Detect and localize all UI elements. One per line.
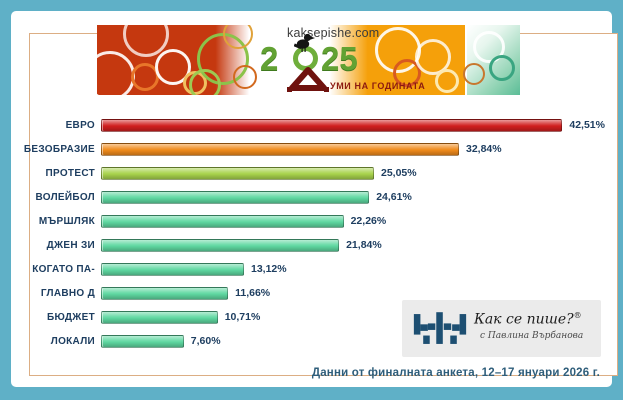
category-label: БЮДЖЕТ [47, 311, 95, 323]
value-label: 10,71% [224, 311, 261, 323]
brand-text: Как се пише? [474, 311, 574, 328]
chart-row: ЛОКАЛИ 7,60% [18, 329, 605, 353]
chart-row: ГЛАВНО Д 11,66% [18, 281, 605, 305]
value-label: 42,51% [569, 119, 605, 131]
category-label: БЕЗОБРАЗИЕ [23, 143, 95, 155]
decorative-circle [189, 69, 221, 95]
bar [101, 334, 184, 348]
banner-title: УМИ НА ГОДИНАТА [330, 81, 426, 91]
category-label: КОГАТО ПА- [32, 263, 95, 275]
chart-row: ЕВРО 42,51% [18, 113, 605, 137]
category-label: ГЛАВНО Д [40, 287, 95, 299]
chart-row: ДЖЕН ЗИ 21,84% [18, 233, 605, 257]
chart-row: БЕЗОБРАЗИЕ 32,84% [18, 137, 605, 161]
decorative-circle [473, 31, 505, 63]
decorative-circle [233, 65, 257, 89]
value-label: 24,61% [376, 191, 412, 203]
decorative-circle [435, 69, 459, 93]
decorative-circle [97, 51, 135, 95]
category-label: МЪРШЛЯК [38, 215, 95, 227]
value-label: 32,84% [466, 143, 502, 155]
decorative-circle [155, 49, 191, 85]
decorative-circle [123, 25, 169, 57]
bar [101, 262, 244, 276]
chart-row: ВОЛЕЙБОЛ 24,61% [18, 185, 605, 209]
bar [101, 214, 344, 228]
brand-byline: с Павлина Върбанова [480, 331, 584, 341]
category-label: ПРОТЕСТ [45, 167, 95, 179]
kaksepishe-logo-icon [412, 309, 468, 354]
category-label: ДЖЕН ЗИ [46, 239, 95, 251]
chart-row: БЮДЖЕТ 10,71% [18, 305, 605, 329]
chart-row: КОГАТО ПА- 13,12% [18, 257, 605, 281]
value-label: 25,05% [381, 167, 417, 179]
decorative-circle [223, 25, 253, 49]
triangle-letter-d-icon [286, 66, 330, 95]
decorative-circle [393, 59, 421, 87]
value-label: 22,26% [350, 215, 387, 227]
bar [101, 190, 370, 204]
decorative-circle [463, 63, 485, 85]
bar [101, 142, 459, 156]
value-label: 7,60% [190, 335, 221, 347]
category-label: ЕВРО [65, 119, 95, 131]
footer-caption: Данни от финалната анкета, 12–17 януари … [311, 367, 600, 379]
banner-teal-block [463, 25, 520, 95]
brand-name: Как се пише?® [474, 311, 599, 328]
bar [101, 310, 218, 324]
chart-row: ПРОТЕСТ 25,05% [18, 161, 605, 185]
decorative-circle [489, 55, 515, 81]
year-digits-25: 25 [321, 40, 358, 77]
registered-mark: ® [573, 311, 582, 320]
value-label: 11,66% [235, 287, 271, 299]
value-label: 21,84% [346, 239, 382, 251]
brand-logo-box: Как се пише?® с Павлина Върбанова [402, 300, 601, 357]
category-label: ЛОКАЛИ [50, 335, 95, 347]
bar-chart: ЕВРО 42,51% БЕЗОБРАЗИЕ 32,84% ПРОТЕСТ 25… [18, 113, 605, 353]
bar [101, 118, 563, 132]
chart-row: МЪРШЛЯК 22,26% [18, 209, 605, 233]
bar [101, 166, 374, 180]
bird-icon [293, 32, 316, 57]
category-label: ВОЛЕЙБОЛ [35, 191, 95, 203]
year-digit-2: 2 [260, 40, 279, 77]
value-label: 13,12% [251, 263, 287, 275]
bar [101, 238, 340, 252]
header-banner: kaksepishe.com 2 25 УМИ НА ГОДИНАТА [97, 25, 520, 95]
bar [101, 286, 229, 300]
decorative-circle [415, 39, 451, 75]
